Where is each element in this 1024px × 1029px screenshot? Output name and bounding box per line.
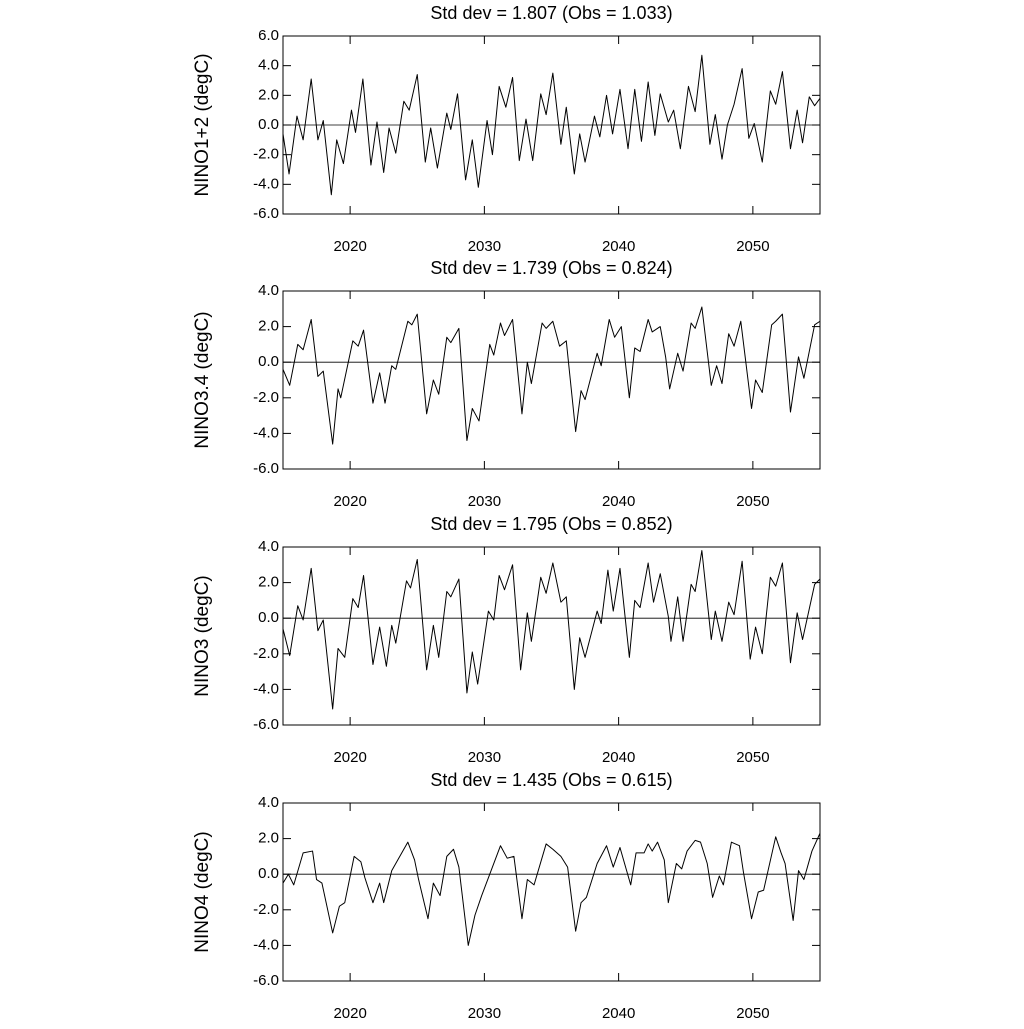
y-tick-label: 2.0 — [258, 318, 279, 335]
y-axis-label: NINO4 (degC) — [192, 831, 213, 952]
y-tick-label: -6.0 — [253, 205, 279, 222]
x-tick-label: 2040 — [602, 749, 635, 766]
y-tick-label: -4.0 — [253, 175, 279, 192]
y-tick-label: 2.0 — [258, 86, 279, 103]
y-tick-label: 6.0 — [258, 27, 279, 44]
x-tick-label: 2040 — [602, 493, 635, 510]
x-tick-label: 2050 — [736, 1005, 769, 1022]
y-tick-label: 4.0 — [258, 57, 279, 74]
y-tick-label: -6.0 — [253, 460, 279, 477]
data-line — [282, 54, 821, 196]
x-tick-label: 2050 — [736, 749, 769, 766]
x-tick-label: 2020 — [333, 749, 366, 766]
y-tick-label: 4.0 — [258, 794, 279, 811]
y-tick-label: 2.0 — [258, 574, 279, 591]
x-tick-label: 2020 — [333, 493, 366, 510]
y-axis-label: NINO3 (degC) — [192, 575, 213, 696]
y-tick-label: 0.0 — [258, 353, 279, 370]
y-tick-label: 0.0 — [258, 116, 279, 133]
y-tick-label: 4.0 — [258, 538, 279, 555]
y-tick-label: -4.0 — [253, 936, 279, 953]
y-tick-label: -2.0 — [253, 389, 279, 406]
x-tick-label: 2030 — [468, 493, 501, 510]
x-tick-label: 2050 — [736, 493, 769, 510]
x-tick-label: 2050 — [736, 238, 769, 255]
plot-frame — [282, 546, 821, 726]
y-axis-label: NINO1+2 (degC) — [192, 53, 213, 196]
y-tick-label: -2.0 — [253, 901, 279, 918]
y-tick-label: -2.0 — [253, 645, 279, 662]
y-tick-label: 0.0 — [258, 865, 279, 882]
x-tick-label: 2040 — [602, 1005, 635, 1022]
x-tick-label: 2020 — [333, 1005, 366, 1022]
x-tick-label: 2030 — [468, 749, 501, 766]
data-line — [282, 833, 821, 946]
y-tick-label: -4.0 — [253, 680, 279, 697]
y-tick-label: -6.0 — [253, 972, 279, 989]
x-tick-label: 2030 — [468, 238, 501, 255]
y-axis-label: NINO3.4 (degC) — [192, 311, 213, 448]
y-tick-label: 2.0 — [258, 830, 279, 847]
x-tick-label: 2030 — [468, 1005, 501, 1022]
y-tick-label: -2.0 — [253, 146, 279, 163]
panel-title: Std dev = 1.795 (Obs = 0.852) — [430, 514, 672, 534]
y-tick-label: 4.0 — [258, 282, 279, 299]
plot-frame — [282, 290, 821, 470]
panel-title: Std dev = 1.435 (Obs = 0.615) — [430, 770, 672, 790]
panel-title: Std dev = 1.739 (Obs = 0.824) — [430, 258, 672, 278]
data-line — [282, 550, 821, 710]
y-tick-label: -4.0 — [253, 424, 279, 441]
y-tick-label: 0.0 — [258, 609, 279, 626]
panel-title: Std dev = 1.807 (Obs = 1.033) — [430, 3, 672, 23]
plot-frame — [282, 35, 821, 215]
y-tick-label: -6.0 — [253, 716, 279, 733]
plot-frame — [282, 802, 821, 982]
x-tick-label: 2040 — [602, 238, 635, 255]
data-line — [282, 306, 821, 445]
x-tick-label: 2020 — [333, 238, 366, 255]
